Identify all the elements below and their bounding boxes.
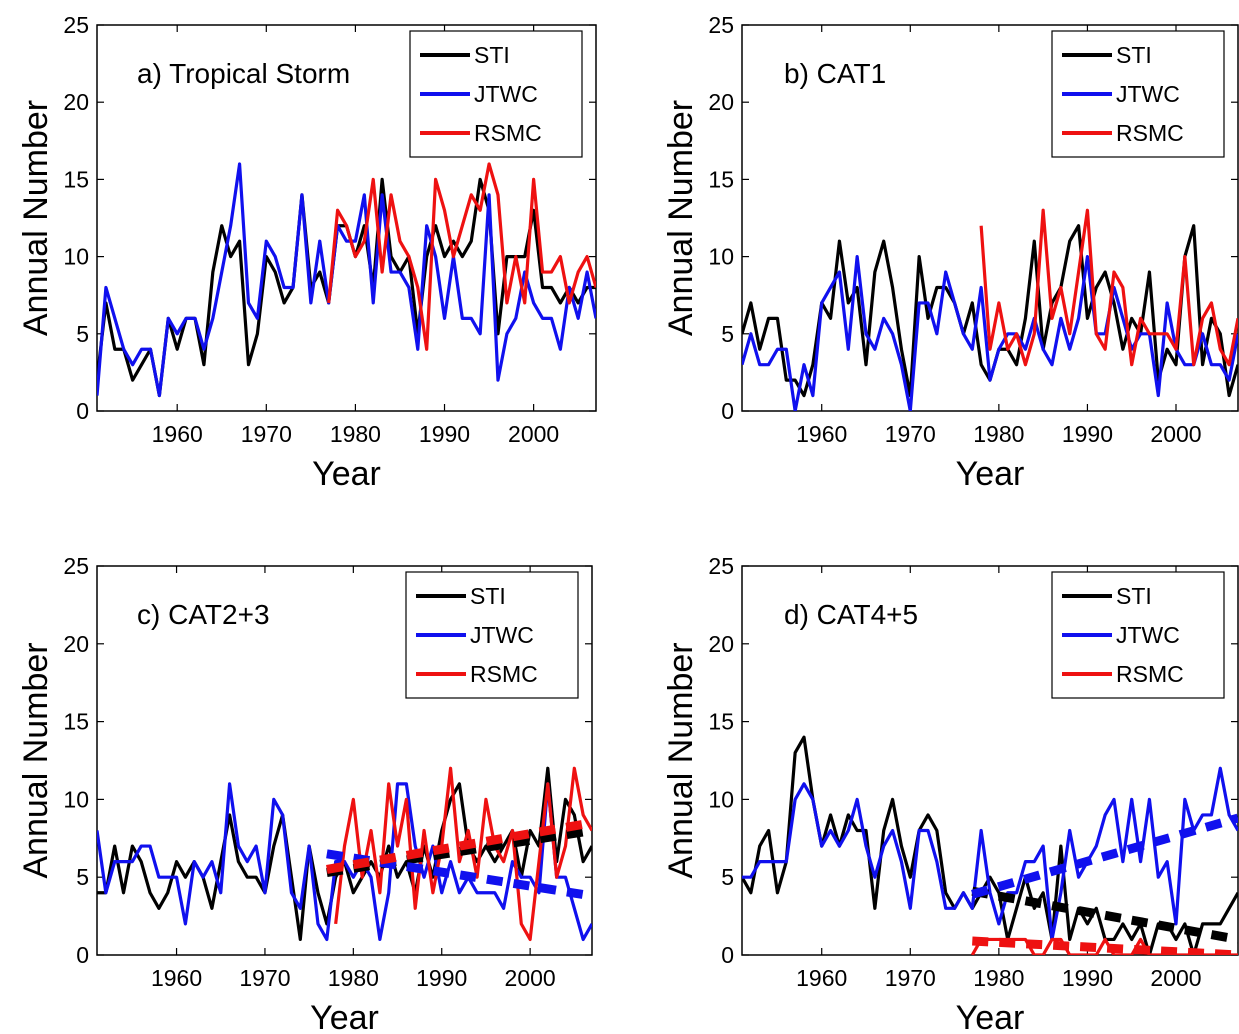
y-tick-label: 15	[63, 166, 89, 192]
legend-label-rsmc: RSMC	[470, 661, 538, 687]
y-tick-label: 0	[721, 398, 734, 424]
x-tick-label: 1970	[885, 421, 936, 447]
y-tick-label: 15	[63, 709, 89, 735]
x-tick-label: 1960	[151, 965, 202, 991]
y-axis-title: Annual Number	[17, 100, 55, 336]
y-tick-label: 5	[76, 321, 89, 347]
x-tick-label: 1970	[239, 965, 290, 991]
plot-frame	[741, 24, 1239, 412]
series-line-rsmc	[327, 162, 596, 351]
legend-label-rsmc: RSMC	[1116, 120, 1184, 146]
y-tick-label: 25	[708, 12, 734, 38]
y-tick-label: 20	[63, 89, 89, 115]
y-tick-label: 25	[63, 553, 89, 579]
x-tick-label: 1990	[419, 421, 470, 447]
trend-line-sti	[971, 886, 1238, 944]
x-tick-label: 2000	[1150, 965, 1201, 991]
y-tick-label: 5	[721, 321, 734, 347]
series-line-jtwc	[742, 255, 1238, 411]
x-tick-label: 2000	[1150, 421, 1201, 447]
x-axis-title: Year	[310, 999, 379, 1034]
y-tick-label: 0	[721, 942, 734, 968]
y-tick-label: 10	[708, 786, 734, 812]
y-tick-label: 15	[708, 166, 734, 192]
x-tick-label: 1970	[885, 965, 936, 991]
trend-line-sti	[326, 826, 592, 877]
legend: STI JTWC RSMC	[1051, 30, 1225, 158]
legend-label-jtwc: JTWC	[1116, 622, 1180, 648]
y-tick-label: 20	[708, 631, 734, 657]
x-tick-label: 1960	[796, 421, 847, 447]
series-line-jtwc	[97, 782, 592, 942]
x-tick-label: 1980	[328, 965, 379, 991]
plot-frame	[96, 24, 597, 412]
y-tick-label: 10	[63, 786, 89, 812]
series-group	[742, 735, 1238, 955]
x-axis-title: Year	[956, 455, 1025, 493]
panel-title: a) Tropical Storm	[137, 58, 350, 89]
y-tick-label: 20	[63, 631, 89, 657]
y-axis-title: Annual Number	[17, 642, 55, 878]
x-tick-label: 2000	[508, 421, 559, 447]
panel-title: c) CAT2+3	[137, 599, 270, 630]
y-tick-label: 10	[63, 244, 89, 270]
legend-label-rsmc: RSMC	[1116, 661, 1184, 687]
series-group	[742, 208, 1238, 411]
y-tick-label: 5	[76, 864, 89, 890]
y-tick-label: 5	[721, 864, 734, 890]
y-tick-label: 20	[708, 89, 734, 115]
legend-label-sti: STI	[1116, 42, 1152, 68]
x-tick-label: 1980	[330, 421, 381, 447]
plot-frame	[96, 565, 593, 956]
legend-label-sti: STI	[1116, 583, 1152, 609]
series-line-jtwc	[742, 766, 1238, 942]
series-line-jtwc	[97, 162, 596, 398]
series-group	[97, 766, 592, 942]
x-tick-label: 1970	[241, 421, 292, 447]
legend-label-jtwc: JTWC	[470, 622, 534, 648]
legend: STI JTWC RSMC	[405, 571, 579, 699]
panel-title: b) CAT1	[784, 58, 886, 89]
y-tick-label: 25	[63, 12, 89, 38]
x-tick-label: 1960	[796, 965, 847, 991]
series-group	[97, 162, 596, 398]
x-tick-label: 1990	[1062, 421, 1113, 447]
trend-line-rsmc	[326, 818, 592, 874]
y-axis-title: Annual Number	[662, 642, 700, 878]
trend-line-jtwc	[326, 849, 592, 901]
legend-label-jtwc: JTWC	[474, 81, 538, 107]
legend-label-sti: STI	[474, 42, 510, 68]
x-tick-label: 1980	[973, 965, 1024, 991]
legend: STI JTWC RSMC	[1051, 571, 1225, 699]
legend-label-rsmc: RSMC	[474, 120, 542, 146]
series-line-sti	[742, 735, 1238, 955]
legend-label-sti: STI	[470, 583, 506, 609]
y-axis-title: Annual Number	[662, 100, 700, 336]
x-tick-label: 1980	[973, 421, 1024, 447]
trend-line-rsmc	[972, 936, 1238, 955]
trend-line-jtwc	[971, 813, 1238, 899]
legend-label-jtwc: JTWC	[1116, 81, 1180, 107]
y-tick-label: 25	[708, 553, 734, 579]
x-tick-label: 1960	[152, 421, 203, 447]
x-tick-label: 1990	[416, 965, 467, 991]
y-tick-label: 10	[708, 244, 734, 270]
series-line-rsmc	[979, 208, 1238, 367]
chart-panel-3: 0 5 10 15 20 25 1960 1970 1980 1990 2000 Year Annual…	[17, 553, 593, 1034]
x-tick-label: 1990	[1062, 965, 1113, 991]
x-axis-title: Year	[312, 455, 381, 493]
y-tick-label: 0	[76, 942, 89, 968]
series-line-rsmc	[970, 937, 1238, 955]
chart-panel-4: 0 5 10 15 20 25 1960 1970 1980 1990 2000 Year Annual…	[662, 553, 1239, 1034]
legend: STI JTWC RSMC	[409, 30, 583, 158]
y-tick-label: 15	[708, 709, 734, 735]
x-tick-label: 2000	[505, 965, 556, 991]
chart-panel-2: 0 5 10 15 20 25 1960 1970 1980 1990 2000 Year Annual…	[662, 12, 1239, 493]
chart-panel-1: 0 5 10 15 20 25 1960 1970 1980 1990 2000 Year Annual…	[17, 12, 597, 493]
y-tick-label: 0	[76, 398, 89, 424]
x-axis-title: Year	[956, 999, 1025, 1034]
panel-title: d) CAT4+5	[784, 599, 918, 630]
plot-frame	[741, 565, 1239, 956]
